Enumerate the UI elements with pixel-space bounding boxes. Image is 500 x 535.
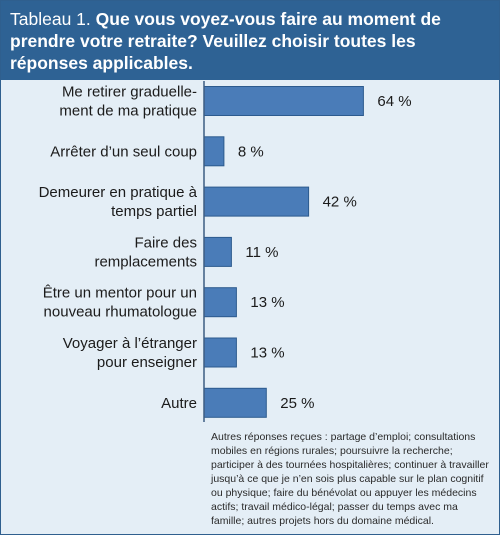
bar-2 [203,186,310,217]
bar-0 [203,86,364,116]
table-label: Tableau 1. [10,9,91,29]
value-label-2: 42 % [323,194,357,211]
value-label-1: 8 % [238,143,264,160]
bar-6 [203,387,267,418]
value-label-5: 13 % [250,345,284,362]
bar-3 [203,236,232,267]
bar-4 [203,287,237,318]
category-label-0-1: ment de ma pratique [59,103,197,120]
bar-chart: 64 % Me retirer graduelle-ment de ma prat… [39,81,412,422]
category-label-4-1: nouveau rhumatologue [44,304,197,321]
value-label-3: 11 % [245,244,278,261]
category-label-2-0: Demeurer en pratique à [39,184,198,201]
bar-1 [203,136,225,167]
category-label-3-0: Faire des [134,234,197,251]
category-label-0-0: Me retirer graduelle- [62,84,197,101]
bar-5 [203,337,237,368]
category-label-2-1: temps partiel [111,203,197,220]
header-band: Tableau 1. Que vous voyez-vous faire au … [1,1,499,80]
question-text: Que vous voyez-vous faire au moment de p… [10,9,441,73]
footnote: Autres réponses reçues : partage d’emplo… [211,431,489,527]
category-label-1-0: Arrêter d’un seul coup [50,143,197,160]
value-label-6: 25 % [280,395,314,412]
value-label-4: 13 % [250,294,284,311]
category-label-4-0: Être un mentor pour un [43,285,197,302]
category-label-5-0: Voyager à l’étranger [63,335,197,352]
category-label-5-1: pour enseigner [97,354,197,371]
category-label-6-0: Autre [161,395,197,412]
category-label-3-1: remplacements [94,253,197,270]
value-label-0: 64 % [377,93,411,110]
chart-title: Tableau 1. Que vous voyez-vous faire au … [10,8,490,74]
